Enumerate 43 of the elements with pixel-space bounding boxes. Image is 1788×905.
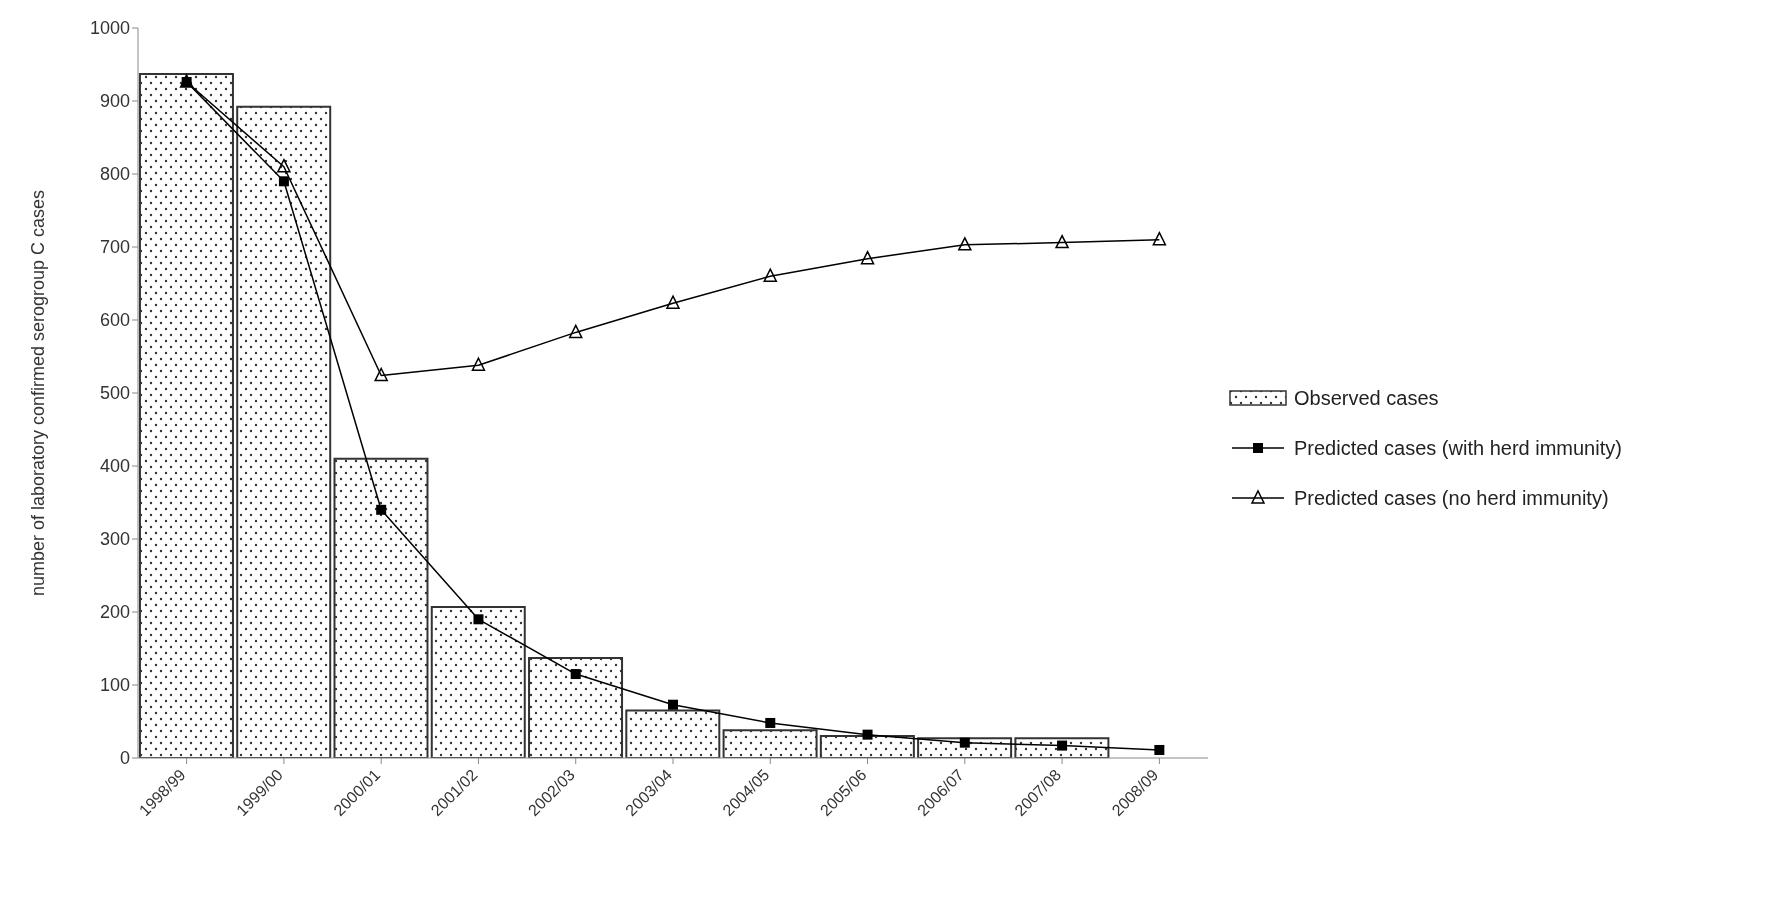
bar bbox=[819, 735, 915, 758]
point bbox=[278, 176, 289, 187]
point bbox=[862, 729, 873, 740]
point bbox=[471, 357, 486, 372]
bar bbox=[528, 656, 624, 758]
y-tick-label: 500 bbox=[99, 383, 130, 404]
point bbox=[376, 504, 387, 515]
point bbox=[374, 367, 388, 382]
point bbox=[1154, 744, 1165, 755]
y-tick-label: 900 bbox=[99, 91, 130, 112]
bar bbox=[625, 709, 721, 758]
y-tick-label: 0 bbox=[119, 748, 130, 769]
point bbox=[568, 324, 583, 339]
point bbox=[959, 737, 970, 748]
y-tick-label: 600 bbox=[99, 310, 130, 331]
bar bbox=[430, 605, 526, 758]
legend-label: Observed cases bbox=[1294, 386, 1439, 410]
point bbox=[1057, 740, 1068, 751]
y-tick-label: 200 bbox=[99, 602, 130, 623]
point bbox=[763, 268, 778, 282]
y-tick-label: 100 bbox=[99, 675, 130, 696]
y-axis-title: number of laboratory confirmed serogroup C cases bbox=[28, 189, 49, 597]
bar bbox=[333, 457, 429, 758]
y-tick-label: 700 bbox=[99, 237, 130, 258]
point bbox=[1055, 234, 1069, 249]
bar bbox=[138, 72, 234, 758]
point bbox=[860, 250, 875, 265]
point bbox=[473, 614, 484, 625]
y-tick-label: 1000 bbox=[89, 18, 130, 39]
bar bbox=[236, 105, 332, 758]
y-tick-label: 400 bbox=[99, 456, 130, 477]
point bbox=[570, 669, 581, 680]
legend-label: Predicted cases (no herd immunity) bbox=[1294, 486, 1609, 510]
bar bbox=[722, 729, 818, 758]
legend-label: Predicted cases (with herd immunity) bbox=[1294, 436, 1622, 460]
y-tick-label: 800 bbox=[99, 164, 130, 185]
point bbox=[668, 699, 678, 710]
point bbox=[1152, 231, 1167, 246]
point bbox=[765, 717, 776, 728]
point bbox=[958, 237, 972, 251]
point bbox=[277, 158, 291, 173]
point bbox=[666, 295, 680, 309]
y-tick-label: 300 bbox=[99, 529, 130, 550]
